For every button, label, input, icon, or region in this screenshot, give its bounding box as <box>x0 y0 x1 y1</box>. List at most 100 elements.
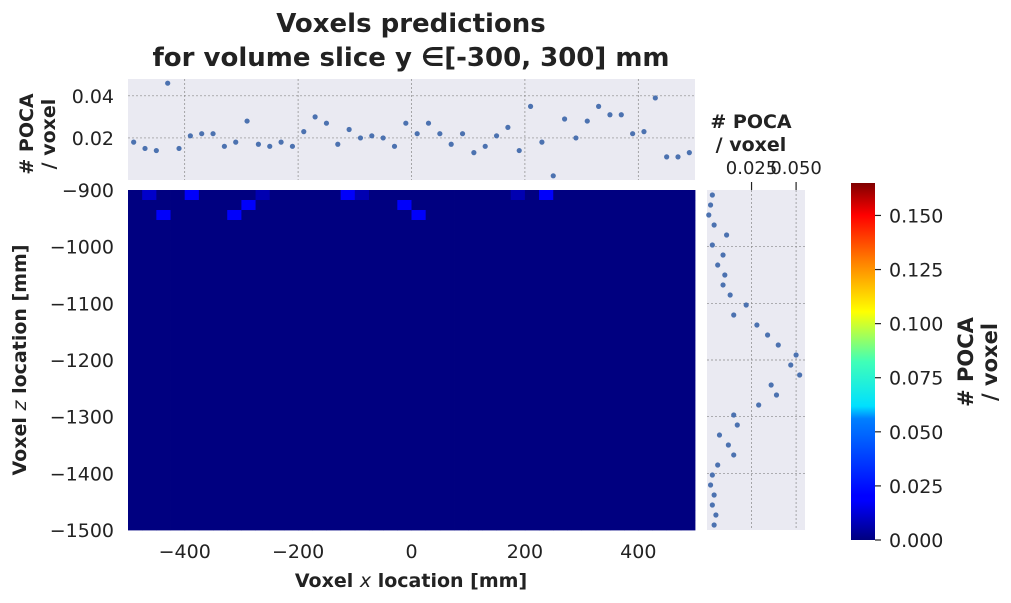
heatmap-cell <box>255 230 271 241</box>
heatmap-cell <box>553 270 568 281</box>
heatmap-cell <box>227 330 242 341</box>
heatmap-cell <box>170 430 186 441</box>
heatmap-cell <box>411 320 427 331</box>
heatmap-cell <box>184 360 200 371</box>
heatmap-cell <box>510 330 526 341</box>
heatmap-cell <box>312 230 327 241</box>
heatmap-cell <box>241 510 256 521</box>
heatmap-cell <box>368 280 384 291</box>
top-marginal-point <box>596 103 602 109</box>
heatmap-cell <box>425 400 441 411</box>
heatmap-cell <box>581 290 597 301</box>
heatmap-cell <box>468 420 483 431</box>
top-marginal-point <box>346 126 352 133</box>
heatmap-cell <box>595 330 611 341</box>
heatmap-cell <box>326 290 342 301</box>
heatmap-cell <box>553 460 568 471</box>
heatmap-cell <box>567 280 582 291</box>
heatmap-cell <box>368 240 384 251</box>
heatmap-cell <box>383 380 398 391</box>
right-marginal-point <box>706 212 712 218</box>
heatmap-cell <box>354 450 370 461</box>
heatmap-cell <box>213 210 228 221</box>
heatmap-cell <box>524 250 540 261</box>
heatmap-cell <box>567 320 582 331</box>
heatmap-cell <box>638 420 653 431</box>
heatmap-cell <box>283 460 299 471</box>
heatmap-cell <box>368 430 384 441</box>
heatmap-cell <box>241 420 256 431</box>
figure-title-line2: for volume slice y ∈[-300, 300] mm <box>152 43 669 73</box>
heatmap-cell <box>482 220 497 231</box>
heatmap-cell <box>581 390 597 401</box>
z-tick-label: −900 <box>62 180 114 202</box>
heatmap-cell <box>269 350 285 361</box>
heatmap-cell <box>411 520 427 531</box>
heatmap-cell <box>213 500 228 511</box>
heatmap-cell <box>539 280 554 291</box>
heatmap-cell <box>383 270 398 281</box>
heatmap-cell <box>269 260 285 271</box>
heatmap-cell <box>567 350 582 361</box>
heatmap-cell <box>184 410 200 421</box>
heatmap-cell <box>326 360 342 371</box>
heatmap-cell <box>454 210 469 221</box>
heatmap-cell <box>510 370 526 381</box>
heatmap-cell <box>128 320 143 331</box>
heatmap-cell <box>411 310 427 321</box>
heatmap-cell <box>524 460 540 471</box>
heatmap-cell <box>609 440 625 451</box>
heatmap-cell <box>482 350 497 361</box>
heatmap-cell <box>510 190 526 201</box>
right-marginal-point <box>720 282 726 288</box>
heatmap-cell <box>482 250 497 261</box>
heatmap-cell <box>227 440 242 451</box>
heatmap-cell <box>227 270 242 281</box>
heatmap-cell <box>383 210 398 221</box>
heatmap-cell <box>298 460 313 471</box>
heatmap-cell <box>482 520 497 531</box>
heatmap-cell <box>524 450 540 461</box>
top-marginal-ylabel-line2: / voxel <box>38 99 60 170</box>
heatmap-cell <box>609 190 625 201</box>
heatmap-cell <box>227 300 242 311</box>
top-marginal-point <box>323 120 330 126</box>
top-marginal-point <box>471 150 477 156</box>
heatmap-cell <box>581 240 597 251</box>
heatmap-cell <box>496 390 512 401</box>
heatmap-cell <box>368 490 384 501</box>
heatmap-cell <box>368 340 384 351</box>
heatmap-cell <box>482 200 497 211</box>
top-marginal-point <box>414 131 420 137</box>
heatmap-cell <box>510 440 526 451</box>
heatmap-cell <box>298 400 313 411</box>
heatmap-cell <box>595 240 611 251</box>
heatmap-cell <box>184 510 200 521</box>
heatmap-cell <box>269 270 285 281</box>
heatmap-cell <box>638 350 653 361</box>
heatmap-cell <box>383 350 398 361</box>
heatmap-cell <box>213 360 228 371</box>
heatmap-cell <box>666 200 682 211</box>
right-marginal-xlabel-line1: # POCA <box>710 111 792 133</box>
heatmap-cell <box>609 330 625 341</box>
heatmap-cell <box>354 420 370 431</box>
heatmap-cell <box>354 460 370 471</box>
heatmap-cell <box>128 200 143 211</box>
heatmap-cell <box>482 470 497 481</box>
heatmap-cell <box>283 410 299 421</box>
heatmap-cell <box>170 320 186 331</box>
heatmap-cell <box>312 270 327 281</box>
heatmap-cell <box>496 310 512 321</box>
heatmap-cell <box>340 310 356 321</box>
heatmap-cell <box>425 310 441 321</box>
heatmap-cell <box>312 500 327 511</box>
heatmap-cell <box>255 280 271 291</box>
heatmap-cell <box>312 520 327 531</box>
heatmap-cell <box>567 400 582 411</box>
right-marginal-point <box>754 322 760 328</box>
heatmap-cell <box>638 270 653 281</box>
heatmap-cell <box>581 350 597 361</box>
heatmap-cell <box>425 410 441 421</box>
heatmap-cell <box>482 480 497 491</box>
